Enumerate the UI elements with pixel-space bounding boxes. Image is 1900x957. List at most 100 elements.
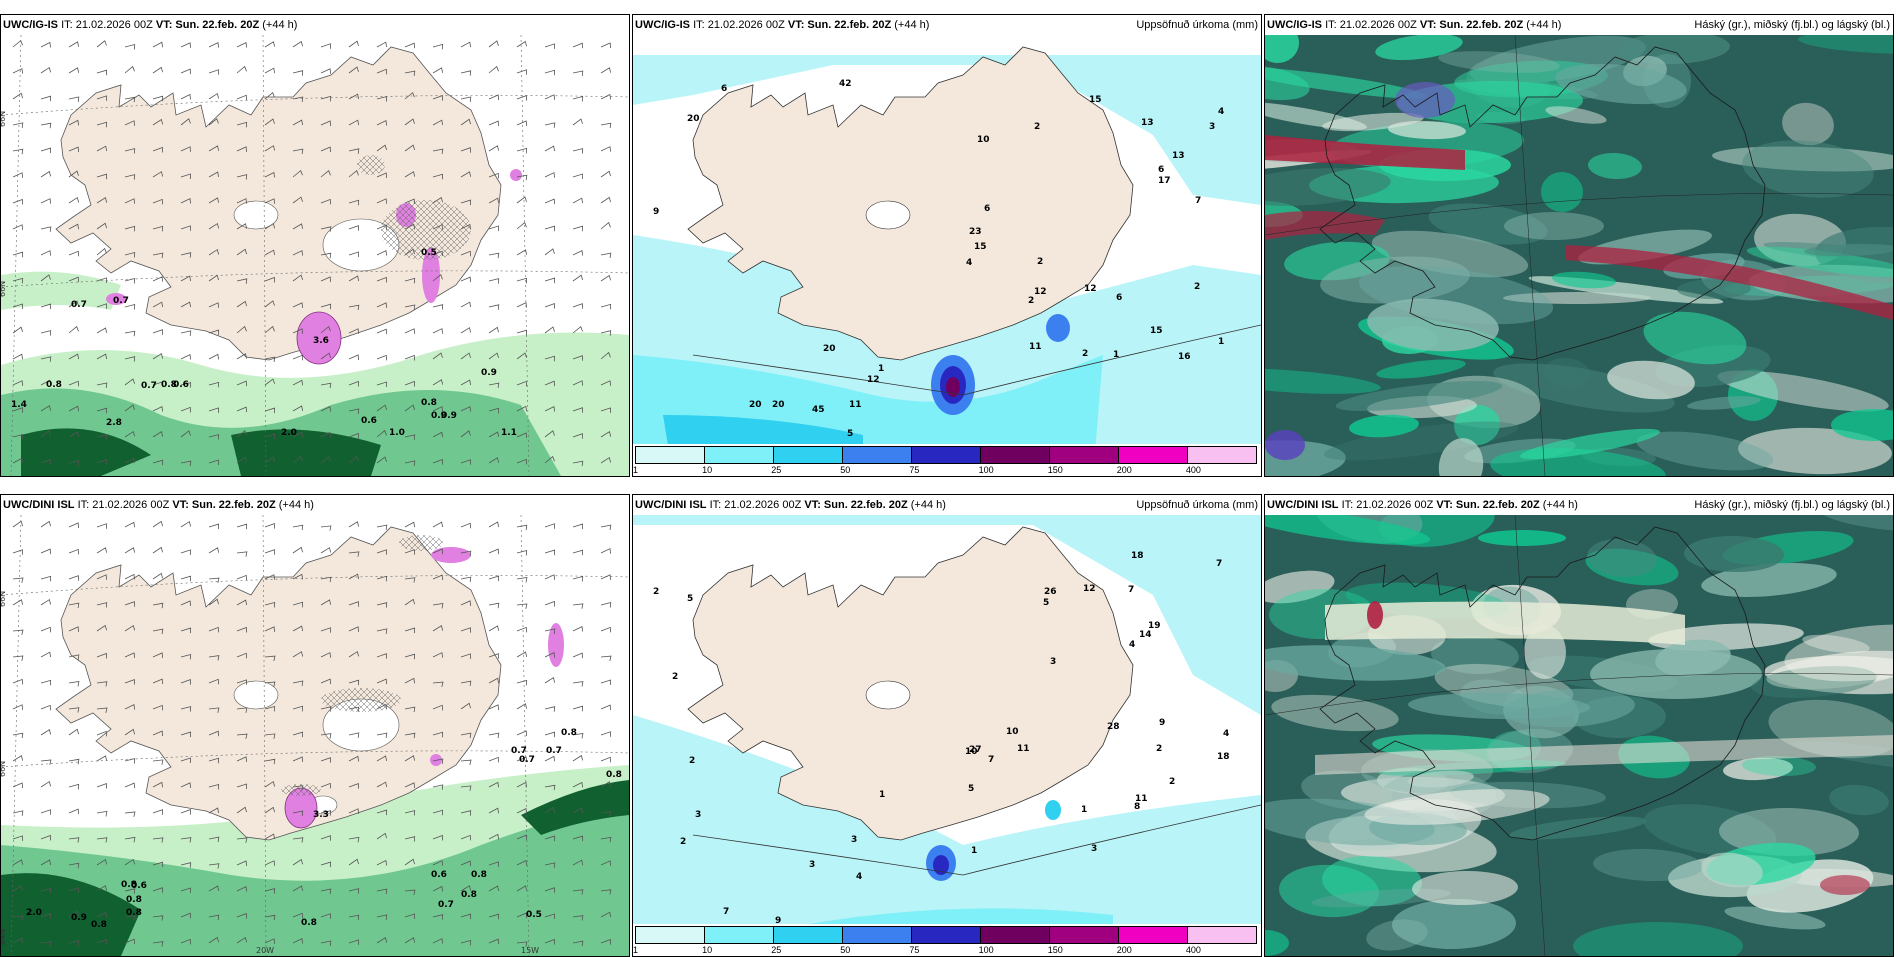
accum-value-label: 5 — [1043, 598, 1049, 608]
cloud-shading — [1265, 35, 1893, 476]
precip-value-label: 0.8 — [421, 398, 437, 408]
accum-value-label: 9 — [653, 207, 659, 217]
snow-cover-hatch — [357, 155, 385, 175]
precip-value-label: 0.5 — [526, 910, 542, 920]
precip-value-label: 0.7 — [141, 381, 157, 391]
map-wind-precip[interactable]: 66N 66N 20W 15W 64N 0.7 0.7 0.8 0.8 0.7 2.0 0.9 0.8 0… — [1, 515, 629, 956]
colorbar-tick-label: 75 — [909, 465, 920, 475]
map-accumulated-precip[interactable]: 9 1 5 12 11 6 20 20 20 20 45 42 6 2 3 2 4 4 2 2 1 2 7 6 12 16 13 15… — [633, 35, 1261, 476]
precip-shading — [1, 765, 629, 956]
accum-value-label: 45 — [812, 405, 825, 415]
precip-value-label: 1.4 — [11, 400, 27, 410]
lon-label: 20W — [256, 946, 274, 955]
colorbar-tick-label: 75 — [909, 945, 920, 955]
colorbar: 1 10 25 50 75 100 150 200 400 — [633, 444, 1261, 476]
colorbar-tick-label: 400 — [1185, 945, 1201, 955]
precip-value-label: 0.5 — [421, 248, 437, 258]
colorbar-swatch — [774, 927, 843, 943]
precip-value-label: 0.6 — [173, 380, 189, 390]
accum-value-label: 11 — [1029, 342, 1042, 352]
graticule — [1265, 515, 1893, 956]
colorbar-swatch — [1188, 447, 1256, 463]
accum-value-label: 2 — [680, 837, 686, 847]
map-cloud-cover[interactable] — [1265, 515, 1893, 956]
lat-label: 66N — [1, 591, 7, 607]
panel-accum-precip-ig: UWC/IG-IS IT: 21.02.2026 00Z VT: Sun. 22… — [632, 14, 1262, 477]
accum-value-label: 18 — [1217, 752, 1230, 762]
accum-value-label: 10 — [1006, 727, 1019, 737]
colorbar-tick-label: 150 — [1047, 465, 1063, 475]
wind-barbs — [12, 39, 612, 467]
accum-value-label: 1 — [1081, 805, 1087, 815]
panel-clouds-ig: UWC/IG-IS IT: 21.02.2026 00Z VT: Sun. 22… — [1264, 14, 1894, 477]
map-accumulated-precip[interactable]: 2 3 3 7 9 1 2 3 5 4 2 2 1 7 11 14 19 26 27 18 10 7 4 5 5 11 12 10 8 9… — [633, 515, 1261, 956]
iceland-land — [687, 46, 1134, 361]
snow-cover-hatch — [381, 200, 471, 260]
precip-value-label: 0.9 — [441, 411, 457, 421]
accum-value-label: 1 — [878, 364, 884, 374]
accum-value-label: 11 — [1017, 744, 1030, 754]
accum-value-label: 2 — [1194, 282, 1200, 292]
graticule — [1265, 35, 1893, 476]
accum-value-label: 15 — [974, 242, 987, 252]
colorbar-tick-label: 100 — [978, 945, 994, 955]
accum-value-label: 7 — [1216, 559, 1222, 569]
iceland-land — [687, 526, 1134, 841]
precip-value-label: 2.0 — [281, 428, 297, 438]
colorbar-tick-label: 1 — [633, 465, 639, 475]
lat-label: 64N — [1, 929, 7, 945]
colorbar-swatch — [636, 927, 705, 943]
accum-value-label: 11 — [849, 400, 862, 410]
accum-value-label: 20 — [749, 400, 762, 410]
precip-value-label: 3.6 — [313, 336, 329, 346]
precip-shading — [1, 271, 629, 476]
colorbar-tick-label: 50 — [840, 945, 851, 955]
precip-value-label: 0.7 — [519, 755, 535, 765]
accum-value-label: 3 — [1209, 122, 1215, 132]
accum-value-label: 6 — [1116, 293, 1122, 303]
precip-value-label: 0.6 — [361, 416, 377, 426]
colorbar-swatch — [981, 927, 1050, 943]
accum-value-label: 10 — [965, 747, 978, 757]
colorbar-swatch — [705, 927, 774, 943]
iceland-land — [55, 526, 502, 841]
accum-value-label: 9 — [1159, 718, 1165, 728]
panel-header: UWC/DINI ISL IT: 21.02.2026 00Z VT: Sun.… — [1265, 495, 1893, 515]
precip-value-label: 0.8 — [461, 890, 477, 900]
colorbar-tick-label: 400 — [1185, 465, 1201, 475]
panel-header: UWC/IG-IS IT: 21.02.2026 00Z VT: Sun. 22… — [1265, 15, 1893, 35]
precip-value-label: 0.7 — [511, 746, 527, 756]
accum-value-label: 2 — [689, 756, 695, 766]
precip-value-label: 0.8 — [161, 380, 177, 390]
accum-value-label: 42 — [839, 79, 852, 89]
colorbar-swatch — [1050, 447, 1119, 463]
colorbar-tick-label: 25 — [771, 465, 782, 475]
colorbar-tick-label: 10 — [702, 465, 713, 475]
precip-value-label: 0.8 — [606, 770, 622, 780]
panel-header: UWC/IG-IS IT: 21.02.2026 00Z VT: Sun. 22… — [633, 15, 1261, 35]
panel-header: UWC/DINI ISL IT: 21.02.2026 00Z VT: Sun.… — [1, 495, 629, 515]
accum-value-label: 3 — [1091, 844, 1097, 854]
accum-value-label: 6 — [1158, 165, 1164, 175]
snow-shading — [284, 547, 564, 829]
precip-value-label: 1.1 — [501, 428, 517, 438]
graticule — [1, 515, 629, 956]
accum-value-label: 15 — [1150, 326, 1163, 336]
accum-value-label: 7 — [988, 755, 994, 765]
precip-value-label: 0.6 — [431, 870, 447, 880]
accum-value-label: 2 — [1028, 296, 1034, 306]
colorbar-tick-label: 150 — [1047, 945, 1063, 955]
map-cloud-cover[interactable] — [1265, 35, 1893, 476]
accum-value-label: 20 — [823, 344, 836, 354]
colorbar-swatch — [843, 927, 912, 943]
glacier-outline — [865, 200, 911, 230]
accum-value-label: 28 — [1107, 722, 1120, 732]
precip-value-label: 3.3 — [313, 810, 329, 820]
accum-value-label: 19 — [1148, 621, 1161, 631]
map-wind-precip[interactable]: 66N 66N 0.7 0.7 0.8 0.7 0.8 0.6 2.8 1.4 0.6 2.0 0.8 0… — [1, 35, 629, 476]
accum-value-label: 5 — [687, 594, 693, 604]
accum-value-label: 2 — [672, 672, 678, 682]
precip-value-label: 0.8 — [91, 920, 107, 930]
accum-value-label: 4 — [1218, 107, 1224, 117]
panel-accum-precip-dini: UWC/DINI ISL IT: 21.02.2026 00Z VT: Sun.… — [632, 494, 1262, 957]
